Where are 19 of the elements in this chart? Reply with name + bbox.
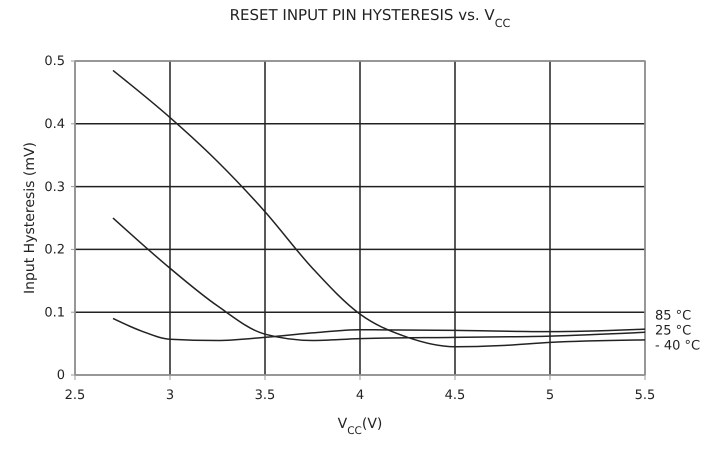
- series-label: - 40 °C: [655, 338, 700, 354]
- y-axis-title: Input Hysteresis (mV): [22, 142, 38, 294]
- chart-title: RESET INPUT PIN HYSTERESIS vs. V$_{CC}$: [230, 6, 511, 30]
- y-tick-label: 0.5: [44, 54, 65, 70]
- x-tick-label: 5: [546, 388, 554, 404]
- x-tick-label: 3.5: [254, 388, 276, 404]
- y-tick-label: 0.3: [44, 180, 65, 195]
- x-axis-title: V$_{CC}$(V): [338, 416, 382, 437]
- x-tick-label: 4.5: [444, 388, 466, 404]
- y-tick-label: 0.2: [44, 242, 65, 258]
- x-tick-label: 3: [166, 388, 174, 404]
- series-label: 25 °C: [655, 324, 692, 339]
- series-label: 85 °C: [655, 308, 692, 324]
- y-tick-label: 0: [56, 368, 65, 384]
- x-tick-label: 2.5: [64, 388, 86, 404]
- x-tick-label: 5.5: [634, 388, 656, 404]
- y-tick-label: 0.1: [44, 305, 65, 320]
- y-tick-label: 0.4: [44, 116, 65, 132]
- x-tick-label: 4: [356, 388, 364, 404]
